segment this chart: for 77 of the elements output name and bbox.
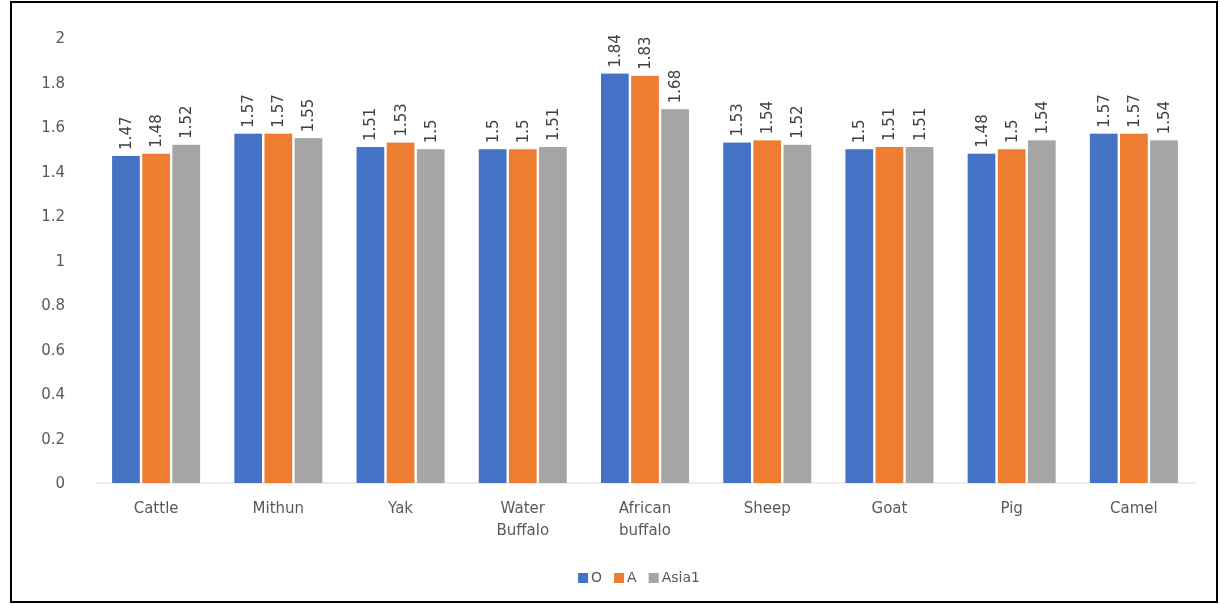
bar — [845, 149, 874, 483]
data-label: 1.48 — [147, 114, 166, 148]
y-tick-label: 2 — [55, 29, 65, 48]
y-tick-label: 1 — [55, 251, 65, 270]
bar — [1120, 133, 1148, 483]
data-label: 1.53 — [391, 103, 410, 137]
bar — [356, 147, 385, 483]
legend-label: O — [591, 569, 603, 585]
data-label: 1.52 — [788, 105, 807, 139]
data-label: 1.5 — [1002, 119, 1021, 144]
x-tick-label: Camel — [1110, 498, 1158, 517]
data-label: 1.57 — [1094, 94, 1113, 128]
data-label: 1.57 — [239, 94, 258, 128]
legend-label: A — [627, 569, 638, 585]
bar — [723, 142, 751, 483]
data-label: 1.54 — [1032, 100, 1051, 135]
data-label: 1.51 — [910, 107, 929, 142]
data-label: 1.57 — [1124, 94, 1143, 128]
data-label: 1.68 — [666, 69, 685, 104]
x-tick-label: Pig — [1000, 498, 1023, 517]
x-tick-label: Goat — [871, 498, 908, 517]
bar — [1150, 140, 1178, 483]
bar — [416, 149, 445, 483]
legend-label: Asia1 — [661, 569, 700, 585]
data-label: 1.5 — [483, 119, 502, 144]
bar — [172, 144, 201, 483]
data-label: 1.54 — [1155, 100, 1174, 135]
bar — [783, 144, 812, 483]
data-label: 1.51 — [880, 107, 899, 142]
y-tick-label: 1.4 — [41, 162, 65, 181]
y-tick-label: 0.4 — [41, 385, 65, 404]
bar — [967, 153, 996, 483]
data-label: 1.51 — [361, 107, 380, 142]
bar — [631, 75, 659, 483]
y-tick-label: 1.6 — [41, 118, 65, 137]
bar — [997, 149, 1026, 483]
bar — [1027, 140, 1056, 483]
bar — [508, 149, 537, 483]
data-label: 1.53 — [728, 103, 747, 137]
x-tick-label: Cattle — [133, 498, 179, 517]
data-label: 1.55 — [299, 98, 318, 133]
bar — [478, 149, 507, 483]
x-tick-label: Mithun — [252, 498, 305, 517]
x-tick-label: Water Buffalo — [496, 498, 550, 540]
x-tick-label: Yak — [387, 498, 414, 517]
bar — [264, 133, 293, 483]
bar — [294, 138, 323, 483]
data-label: 1.5 — [421, 119, 440, 144]
bar — [539, 147, 567, 483]
bar — [875, 147, 904, 483]
x-tick-label: African buffalo — [618, 498, 672, 540]
y-tick-label: 0.8 — [41, 296, 65, 315]
bar — [1089, 133, 1118, 483]
y-tick-label: 0 — [55, 474, 65, 493]
data-label: 1.84 — [605, 34, 624, 68]
y-tick-label: 0.6 — [41, 340, 65, 359]
y-tick-label: 1.2 — [41, 207, 65, 226]
y-tick-label: 1.8 — [41, 73, 65, 92]
data-label: 1.83 — [636, 36, 654, 70]
bar — [386, 142, 415, 483]
data-label: 1.51 — [543, 107, 562, 142]
bar — [753, 140, 782, 483]
bar — [601, 73, 629, 483]
bar — [142, 153, 170, 483]
data-label: 1.48 — [972, 114, 991, 148]
data-label: 1.57 — [269, 94, 288, 128]
data-label: 1.52 — [177, 105, 196, 139]
y-tick-label: 0.2 — [41, 429, 65, 448]
data-label: 1.5 — [513, 119, 532, 144]
bar — [661, 109, 689, 483]
bar — [112, 155, 140, 483]
bar — [234, 133, 263, 483]
data-label: 1.47 — [116, 116, 135, 150]
data-label: 1.54 — [758, 100, 777, 135]
data-label: 1.5 — [850, 119, 869, 144]
bar — [905, 147, 934, 483]
x-tick-label: Sheep — [743, 498, 791, 517]
